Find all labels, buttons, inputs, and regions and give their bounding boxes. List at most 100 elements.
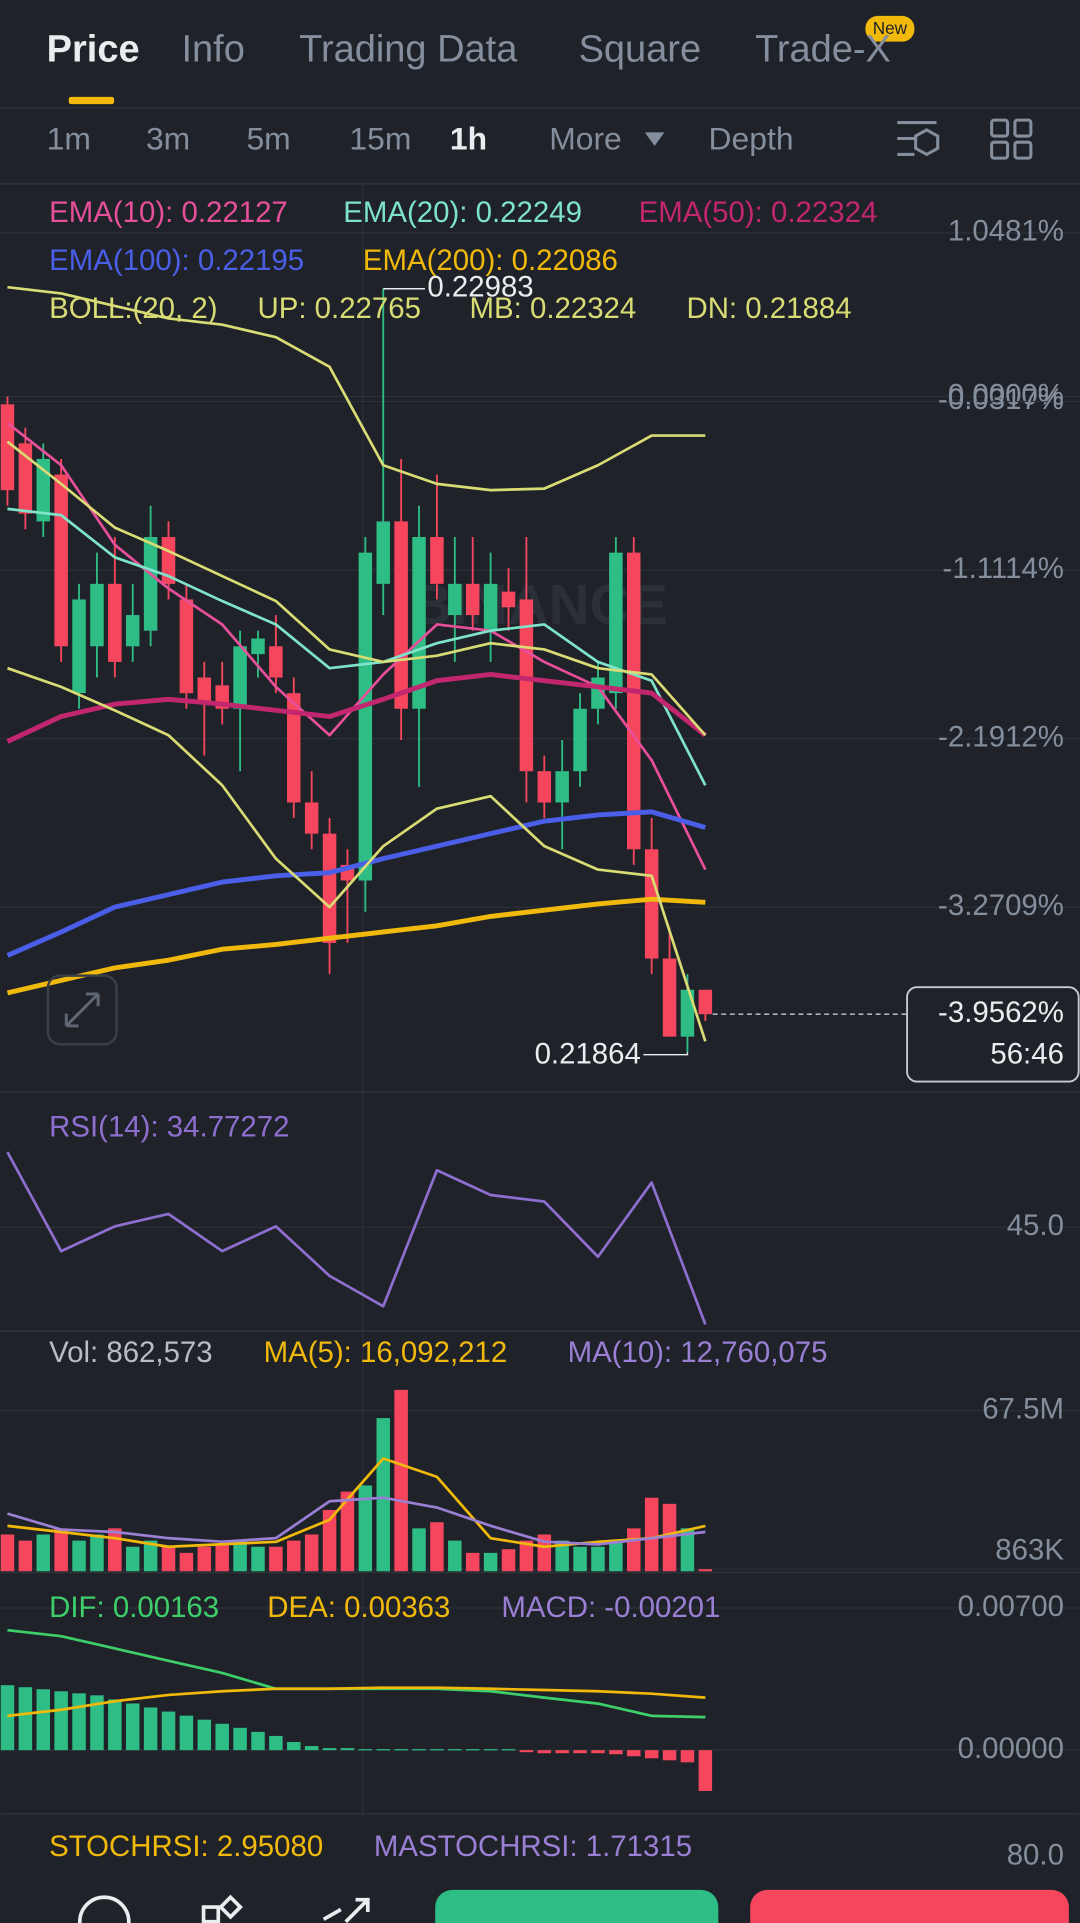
- bar: [143, 1540, 158, 1572]
- candle-body: [269, 646, 283, 678]
- bar: [698, 1750, 713, 1791]
- bar: [376, 1418, 390, 1572]
- bar: [662, 1750, 677, 1761]
- indicator-line: [7, 285, 706, 492]
- bar: [448, 1540, 462, 1572]
- legend-entry: EMA(200): 0.22086: [363, 244, 618, 277]
- candle-body: [483, 583, 498, 631]
- bar: [215, 1544, 229, 1572]
- legend-entry: MB: 0.22324: [470, 292, 637, 325]
- bar: [555, 1540, 569, 1572]
- bar: [483, 1552, 498, 1572]
- y-tick-label: 0.00700: [958, 1590, 1064, 1623]
- bar: [36, 1534, 50, 1572]
- legend-entry: EMA(10): 0.22127: [49, 196, 288, 229]
- bar: [627, 1528, 641, 1572]
- bar: [412, 1749, 426, 1751]
- bar: [251, 1731, 265, 1751]
- bar: [340, 1748, 355, 1751]
- bar: [340, 1491, 355, 1572]
- interval[interactable]: 1m: [47, 120, 91, 156]
- stochrsi-label: STOCHRSI: 2.95080: [49, 1830, 323, 1863]
- indicator-line: [6, 1151, 707, 1325]
- bar: [358, 1485, 373, 1572]
- sell-button[interactable]: [750, 1889, 1069, 1923]
- candle-body: [448, 583, 462, 616]
- tab[interactable]: Square: [579, 29, 702, 71]
- depth-button[interactable]: Depth: [709, 120, 794, 156]
- candle-body: [322, 833, 337, 943]
- bottom-icon[interactable]: [201, 1894, 243, 1923]
- bar: [376, 1749, 390, 1751]
- candle-body: [358, 552, 373, 881]
- bar: [430, 1749, 444, 1751]
- bar: [143, 1707, 158, 1751]
- candle-body: [251, 638, 265, 655]
- candle-body: [72, 599, 86, 694]
- bar: [573, 1750, 587, 1754]
- y-tick-label: -3.2709%: [938, 889, 1064, 922]
- indicator-line: [6, 809, 707, 958]
- active-tab-underline: [68, 96, 115, 105]
- last-price-box: [906, 986, 1080, 1083]
- last-price-label: -3.9562%: [938, 996, 1064, 1029]
- tab[interactable]: Price: [47, 29, 140, 71]
- legend-entry: UP: 0.22765: [257, 292, 421, 325]
- candle-body: [394, 521, 408, 709]
- more-caret: [644, 132, 665, 146]
- legend-entry: MA(5): 16,092,212: [264, 1336, 508, 1369]
- bar: [72, 1540, 86, 1572]
- indicator-line: [6, 896, 706, 996]
- legend-entry: MA(10): 12,760,075: [568, 1336, 828, 1369]
- indicator-line: [7, 1686, 706, 1718]
- bar: [501, 1749, 516, 1751]
- bar: [591, 1750, 605, 1754]
- interval[interactable]: 15m: [349, 120, 411, 156]
- indicator-settings-icon[interactable]: [897, 121, 940, 157]
- bar: [698, 1569, 713, 1572]
- interval[interactable]: 1h: [450, 120, 487, 156]
- y-tick-label: 45.0: [1007, 1209, 1064, 1242]
- buy-button[interactable]: [435, 1889, 719, 1923]
- bar: [18, 1687, 33, 1751]
- bar: [448, 1749, 462, 1751]
- candle-body: [627, 552, 641, 850]
- bar: [54, 1528, 68, 1572]
- y-tick-label: 863K: [995, 1533, 1064, 1566]
- y-tick-label: -2.1912%: [938, 720, 1064, 753]
- y-tick-label: 0.00000: [958, 1732, 1064, 1765]
- more-button[interactable]: More: [549, 120, 622, 156]
- mastochrsi-label: MASTOCHRSI: 1.71315: [374, 1830, 692, 1863]
- bar: [161, 1711, 176, 1751]
- tab[interactable]: Info: [182, 29, 245, 71]
- candle-body: [287, 693, 301, 803]
- bar: [465, 1749, 480, 1751]
- bar: [412, 1528, 426, 1572]
- candle-body: [0, 404, 15, 491]
- layout-icon[interactable]: [990, 118, 1033, 160]
- bottom-icon[interactable]: [77, 1895, 131, 1923]
- candle-body: [555, 771, 569, 803]
- tab[interactable]: Trading Data: [299, 29, 518, 71]
- bar: [465, 1552, 480, 1572]
- tab[interactable]: Trade-X: [755, 29, 891, 71]
- bar: [483, 1749, 498, 1751]
- bar: [108, 1528, 122, 1572]
- bar: [519, 1540, 534, 1572]
- bar: [430, 1522, 444, 1572]
- bar: [501, 1549, 516, 1572]
- bottom-icon[interactable]: [322, 1897, 370, 1923]
- expand-icon: [64, 992, 100, 1028]
- bar: [573, 1546, 587, 1572]
- bar-legend: MACD: -0.00201: [501, 1591, 720, 1624]
- legend-entry: DIF: 0.00163: [49, 1591, 219, 1624]
- bar: [233, 1540, 247, 1572]
- bar: [251, 1546, 265, 1572]
- candle-body: [644, 849, 659, 959]
- interval[interactable]: 3m: [146, 120, 190, 156]
- bar: [18, 1540, 33, 1572]
- expand-button[interactable]: [46, 974, 118, 1046]
- interval[interactable]: 5m: [246, 120, 290, 156]
